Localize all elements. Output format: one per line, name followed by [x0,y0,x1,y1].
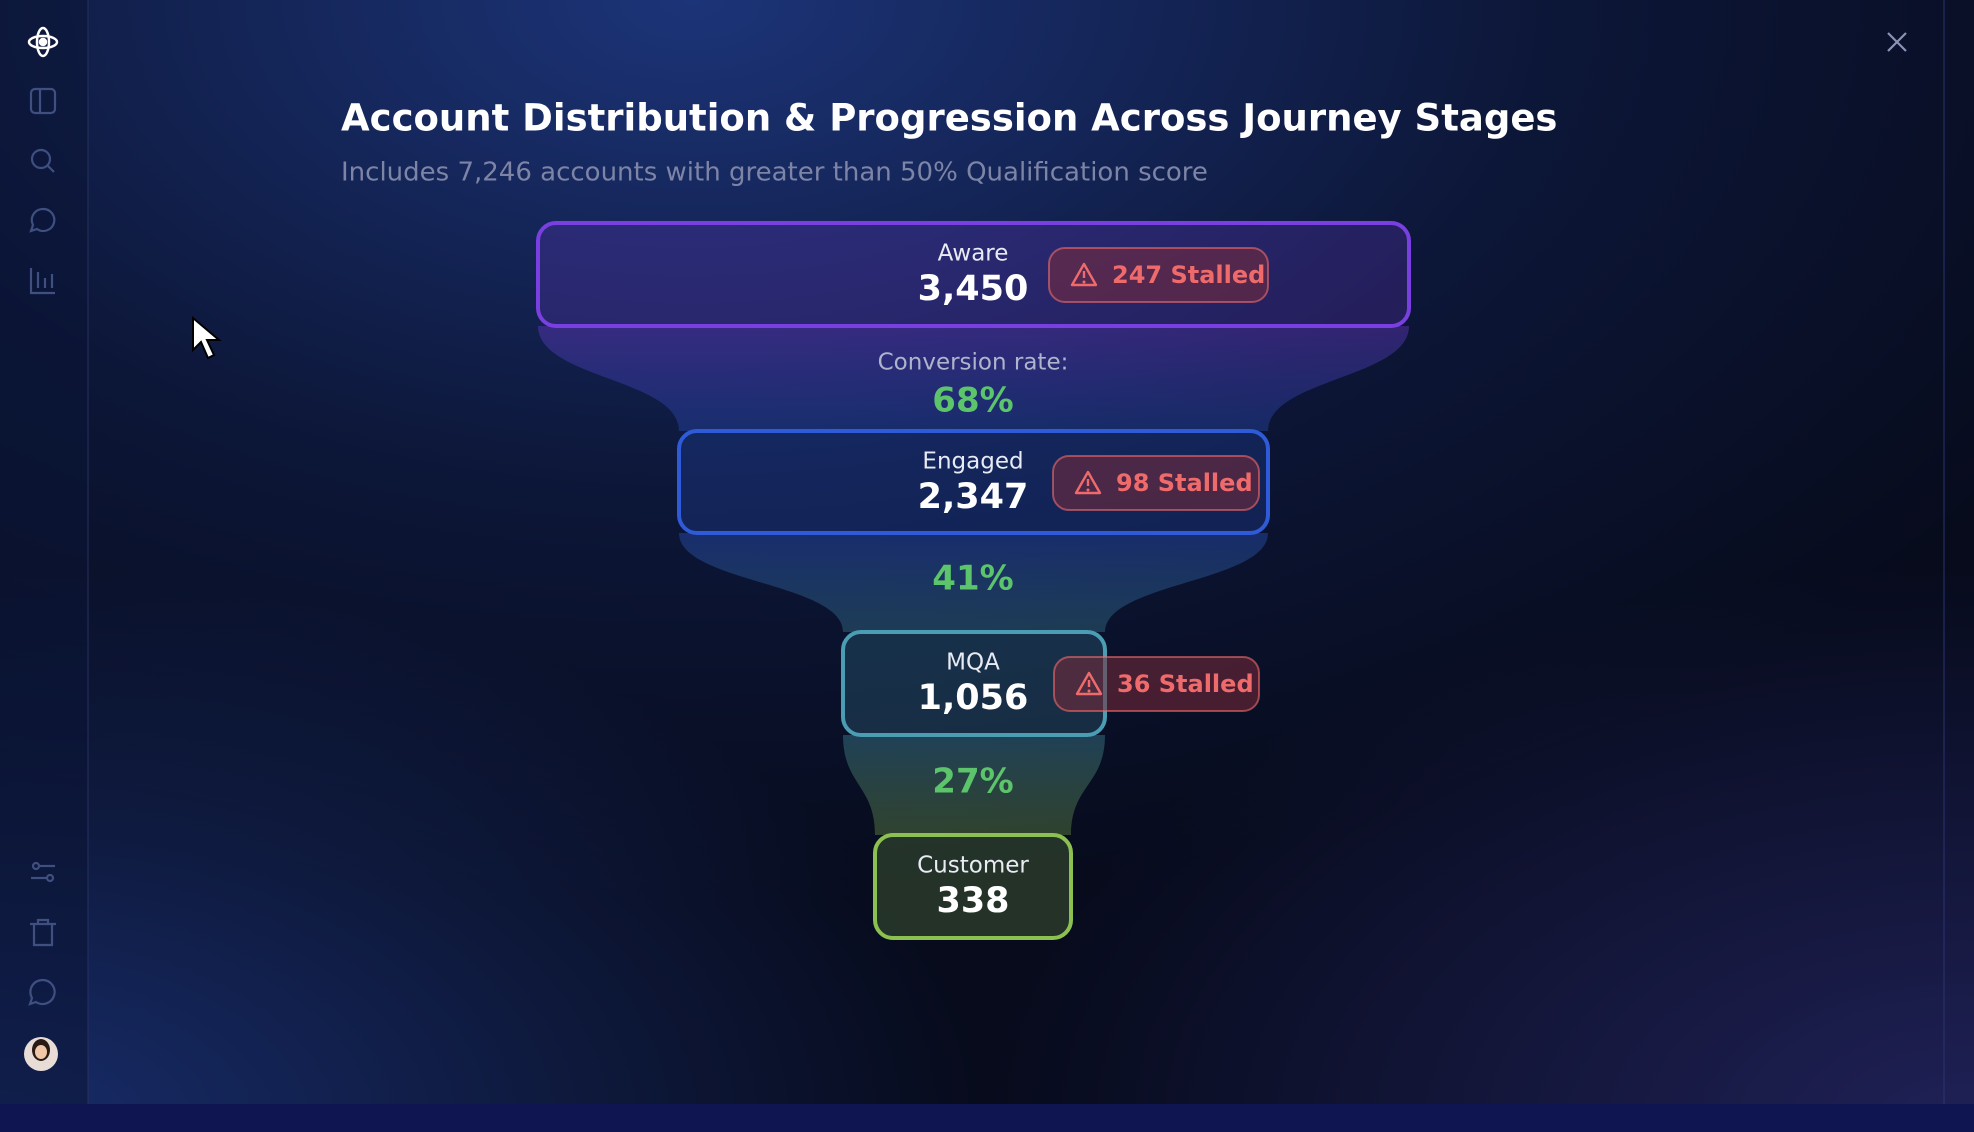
sidebar-toggle-icon[interactable] [29,87,57,115]
stalled-pill [1048,247,1269,303]
trash-icon[interactable] [30,918,56,947]
chart-title: Account Distribution & Progression Acros… [341,97,1557,140]
conversion-rate: 68% [932,381,1013,421]
bottom-bar [0,1104,1974,1132]
stalled-pill [1053,656,1260,712]
stalled-label: 36 Stalled [1117,670,1254,698]
stage-name: Engaged [922,449,1023,475]
stage-box [873,833,1073,940]
warning-icon [1075,671,1103,696]
close-button[interactable] [1887,32,1907,52]
warning-icon-dot [1087,689,1091,693]
sidebar [0,0,89,1104]
stalled-pill [1052,455,1260,511]
stage-name: Customer [917,853,1029,879]
logo[interactable] [27,26,59,58]
stalled-label: 98 Stalled [1116,469,1253,497]
warning-icon [1074,470,1102,495]
conversion-label: Conversion rate: [878,350,1069,376]
settings-icon[interactable] [31,861,55,883]
stage-name: Aware [938,241,1009,267]
funnel-connector [679,533,1268,632]
reports-icon[interactable] [29,268,55,295]
stage-value: 338 [936,881,1009,921]
conversion-rate: 41% [932,559,1013,599]
user-avatar[interactable] [24,1037,58,1071]
chart-subtitle: Includes 7,246 accounts with greater tha… [341,158,1208,188]
warning-icon-dot [1082,280,1086,284]
funnel-connector [538,326,1409,431]
stage-name: MQA [946,650,1000,676]
funnel-connector [843,735,1105,835]
mouse-cursor [192,315,222,360]
stage-value: 2,347 [918,477,1029,517]
stalled-label: 247 Stalled [1112,261,1265,289]
help-icon[interactable] [28,978,56,1006]
conversion-rate: 27% [932,762,1013,802]
search-icon[interactable] [30,148,55,173]
chat-icon[interactable] [29,207,56,233]
warning-icon [1070,262,1098,287]
sidebar-bg [0,0,88,1104]
warning-icon-dot [1086,488,1090,492]
stage-value: 1,056 [918,678,1029,718]
stage-value: 3,450 [918,269,1029,309]
